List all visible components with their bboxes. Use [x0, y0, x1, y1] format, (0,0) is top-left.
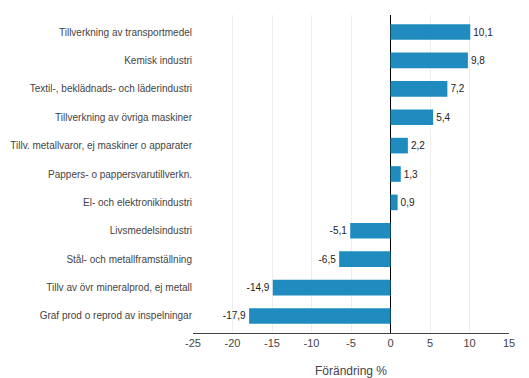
svg-text:-5,1: -5,1 [330, 225, 348, 236]
svg-text:10,1: 10,1 [473, 27, 493, 38]
svg-text:10: 10 [463, 337, 475, 349]
svg-text:Kemisk industri: Kemisk industri [124, 55, 192, 66]
svg-text:-15: -15 [264, 337, 280, 349]
svg-text:Graf prod o reprod av inspelni: Graf prod o reprod av inspelningar [40, 310, 193, 321]
svg-text:Tillv av övr mineralprod, ej m: Tillv av övr mineralprod, ej metall [46, 282, 192, 293]
svg-text:0: 0 [387, 337, 393, 349]
svg-text:Tillv. metallvaror, ej maskine: Tillv. metallvaror, ej maskiner o appara… [10, 140, 192, 151]
svg-text:Textil-, beklädnads- och läder: Textil-, beklädnads- och läderindustri [30, 83, 192, 94]
svg-text:5,4: 5,4 [436, 112, 450, 123]
svg-text:-17,9: -17,9 [223, 310, 246, 321]
svg-text:2,2: 2,2 [411, 140, 425, 151]
svg-text:5: 5 [427, 337, 433, 349]
svg-text:9,8: 9,8 [471, 55, 485, 66]
svg-text:Tillverkning av övriga maskine: Tillverkning av övriga maskiner [55, 112, 193, 123]
svg-text:-10: -10 [304, 337, 320, 349]
svg-text:-25: -25 [185, 337, 201, 349]
svg-text:Stål- och metallframställning: Stål- och metallframställning [66, 254, 192, 265]
svg-text:-14,9: -14,9 [247, 282, 270, 293]
svg-text:Förändring %: Förändring % [315, 364, 387, 378]
svg-text:1,3: 1,3 [404, 169, 418, 180]
svg-text:-5: -5 [346, 337, 356, 349]
svg-text:15: 15 [503, 337, 515, 349]
svg-text:-6,5: -6,5 [318, 254, 336, 265]
svg-text:7,2: 7,2 [450, 83, 464, 94]
svg-text:El- och elektronikindustri: El- och elektronikindustri [83, 197, 192, 208]
svg-text:Livsmedelsindustri: Livsmedelsindustri [110, 225, 192, 236]
svg-text:-20: -20 [225, 337, 241, 349]
svg-text:Tillverkning av transportmedel: Tillverkning av transportmedel [59, 27, 192, 38]
svg-text:Pappers- o pappersvarutillverk: Pappers- o pappersvarutillverkn. [48, 169, 192, 180]
svg-text:0,9: 0,9 [401, 197, 415, 208]
